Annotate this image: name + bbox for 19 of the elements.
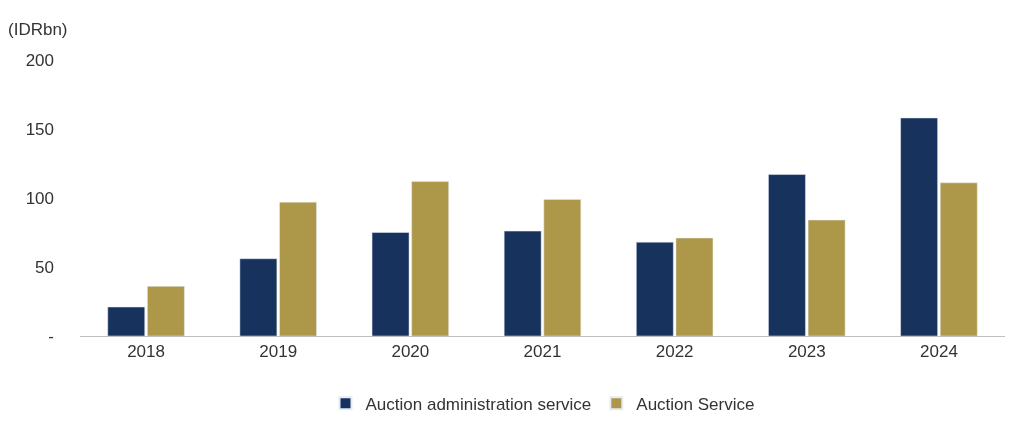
legend-label: Auction administration service [365, 394, 592, 414]
x-tick-label: 2019 [259, 342, 298, 362]
y-tick-label: 50 [35, 257, 54, 277]
legend-label: Auction Service [636, 394, 755, 414]
y-tick-label: 150 [25, 119, 54, 139]
y-axis-title: (IDRbn) [8, 20, 68, 39]
y-tick-label: - [48, 326, 54, 346]
x-tick-label: 2018 [127, 342, 165, 362]
bar [900, 117, 938, 336]
y-tick-label: 100 [25, 188, 54, 208]
bar [147, 286, 185, 336]
x-tick-label: 2022 [655, 342, 694, 362]
x-tick-label: 2024 [920, 342, 958, 362]
bar [107, 306, 145, 336]
x-tick-label: 2021 [523, 342, 562, 362]
x-tick-label: 2020 [391, 342, 430, 362]
bar [940, 182, 978, 336]
x-tick-label: 2023 [787, 342, 826, 362]
y-tick-label: 200 [25, 50, 54, 70]
